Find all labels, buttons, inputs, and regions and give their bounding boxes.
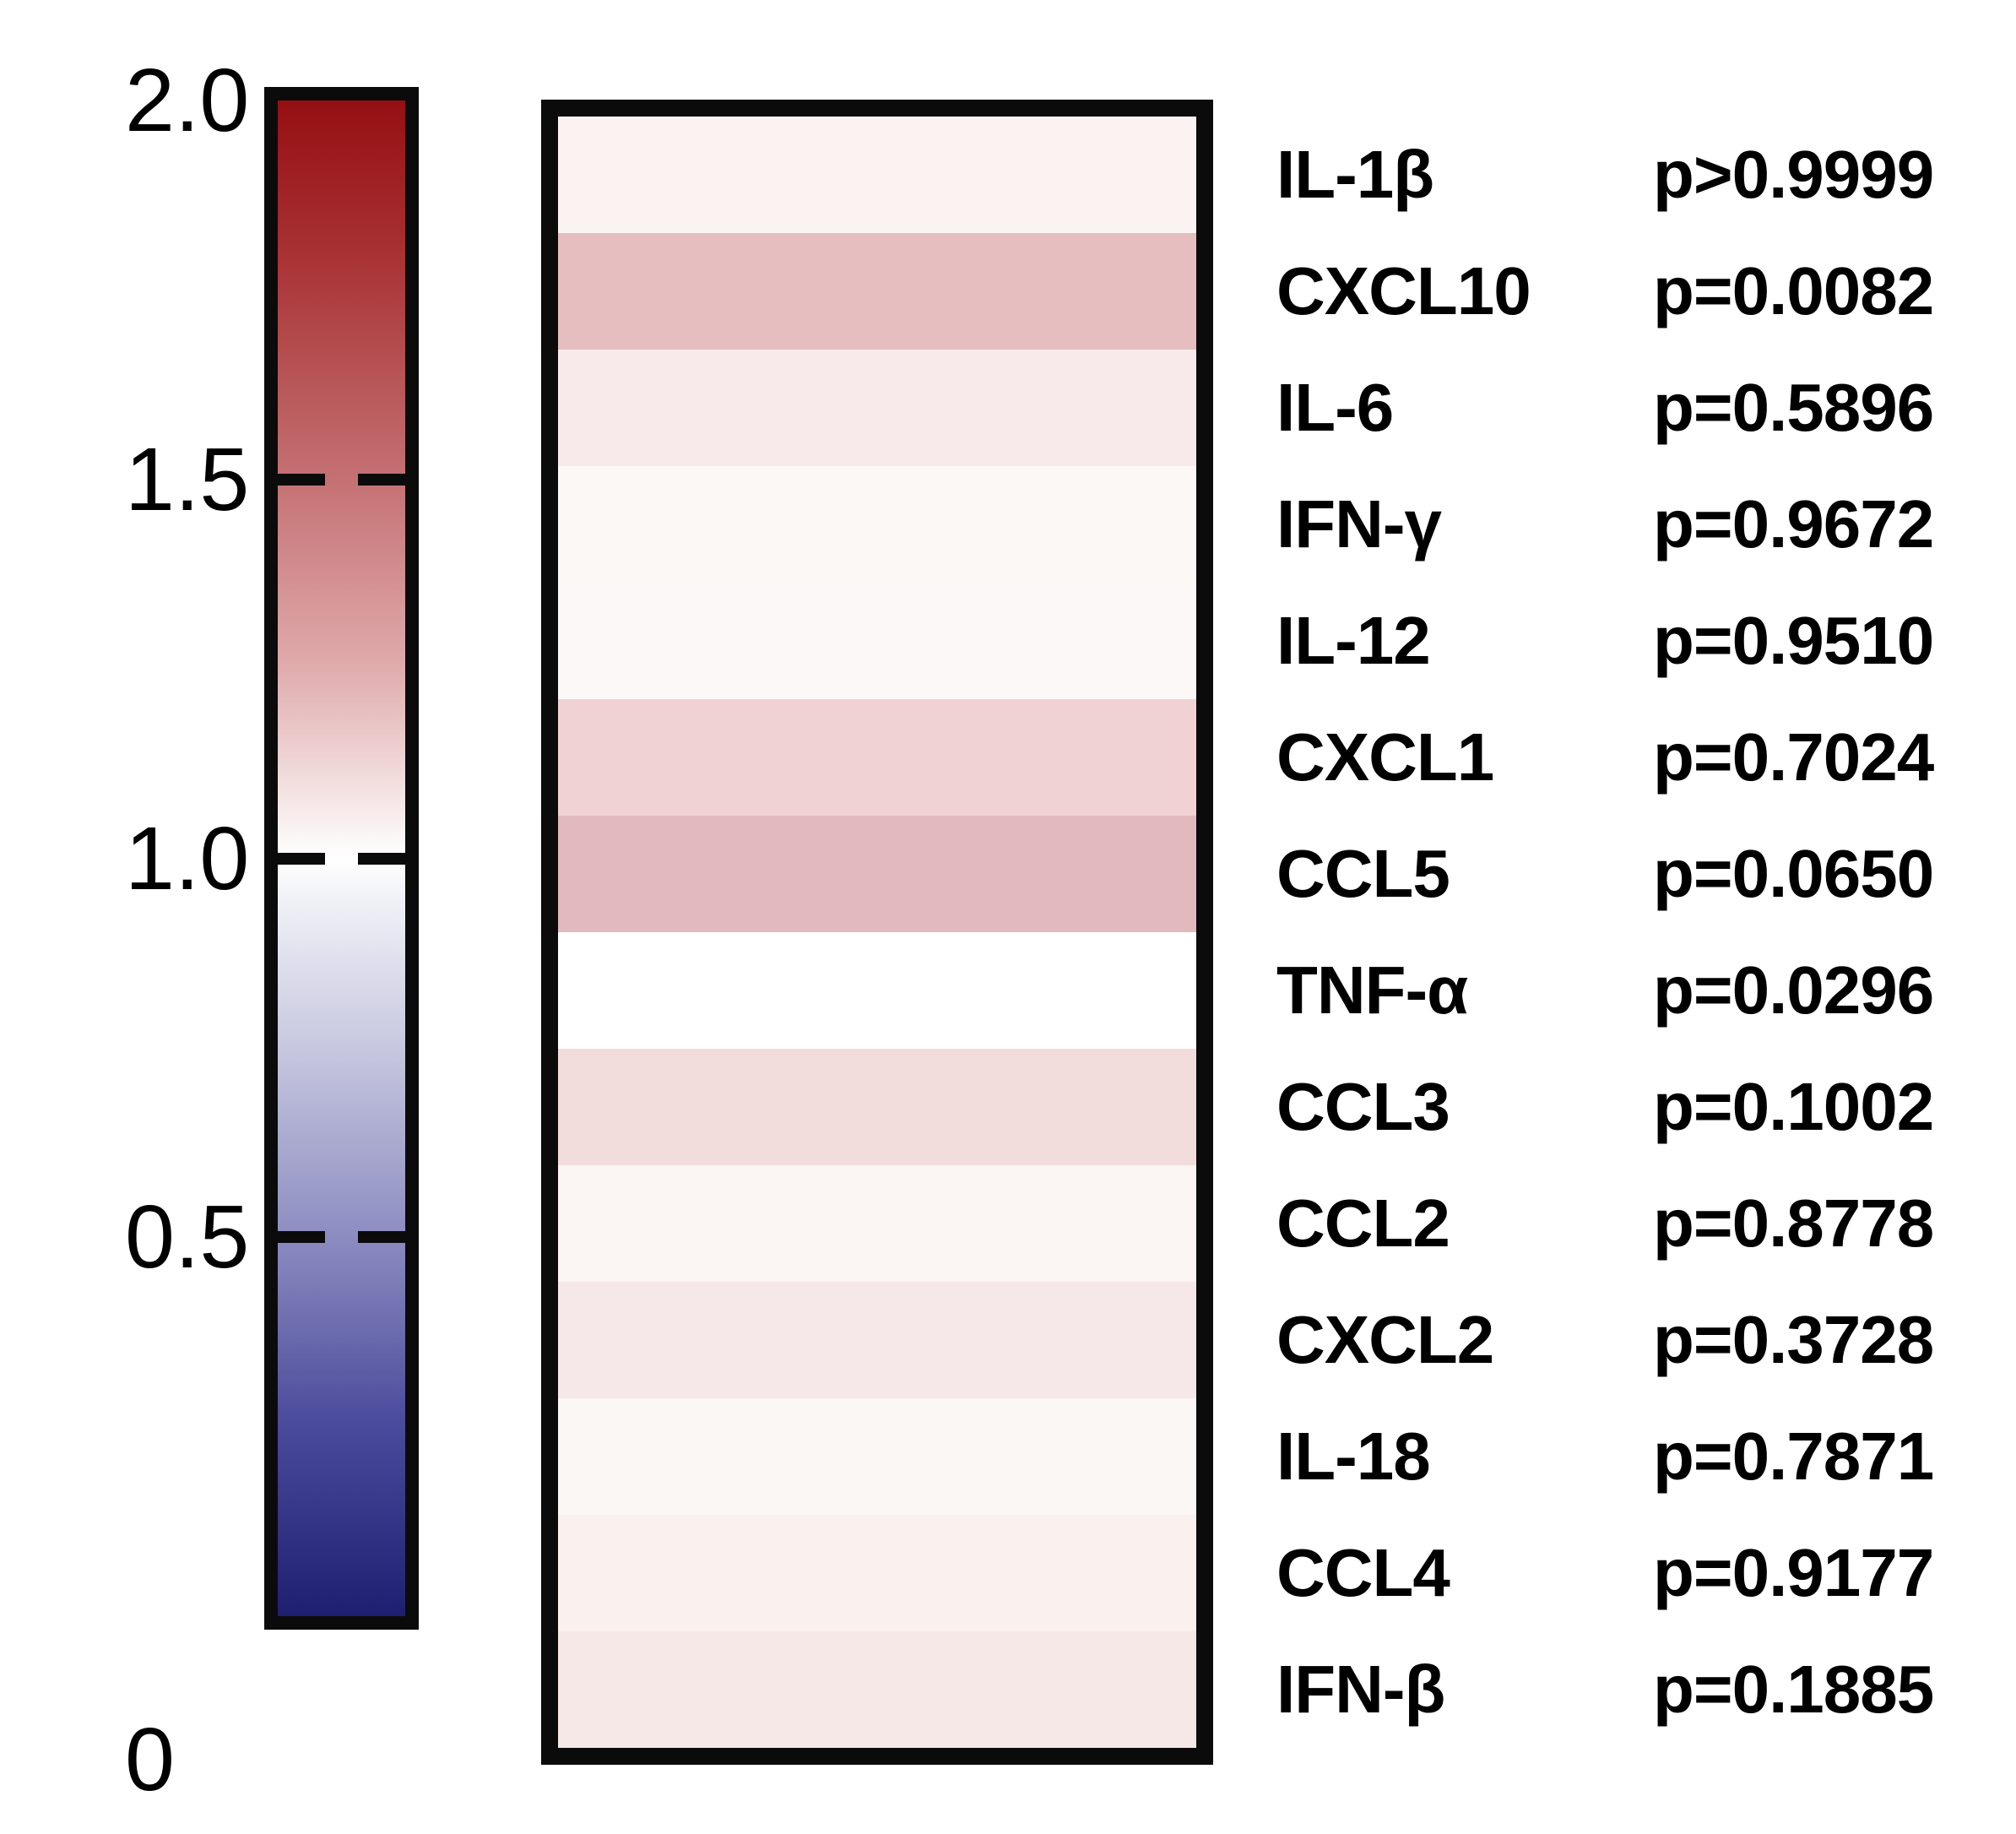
analyte-label: TNF-α: [1276, 952, 1468, 1028]
row-label-group: IL-6 p=0.5896: [1276, 350, 2008, 466]
row-label-group: IFN-γ p=0.9672: [1276, 466, 2008, 583]
heatmap-cell: [558, 1049, 1196, 1165]
heatmap-body: [558, 117, 1196, 1748]
heatmap-cell: [558, 1282, 1196, 1398]
heatmap-cell: [558, 1398, 1196, 1515]
p-value-label: p>0.9999: [1653, 137, 1934, 212]
heatmap-cell: [558, 583, 1196, 699]
row-label-group: CXCL10 p=0.0082: [1276, 233, 2008, 350]
row-label-group: TNF-α p=0.0296: [1276, 932, 2008, 1049]
row-label-group: CCL4 p=0.9177: [1276, 1515, 2008, 1631]
colorbar-tick-mark: [278, 1231, 325, 1244]
heatmap-cell: [558, 699, 1196, 816]
analyte-label: CXCL10: [1276, 253, 1531, 328]
p-value-label: p=0.3728: [1653, 1302, 1934, 1377]
colorbar-tick-mark: [358, 1231, 405, 1244]
colorbar-axis: 2.0 1.5 1.0 0.5 0: [0, 0, 270, 1834]
p-value-label: p=0.7024: [1653, 719, 1934, 795]
colorbar-tick-label: 1.0: [125, 808, 250, 909]
row-label-group: CCL5 p=0.0650: [1276, 816, 2008, 932]
row-labels: IL-1β p>0.9999 CXCL10 p=0.0082 IL-6 p=0.5896 I…: [1276, 117, 2008, 1748]
colorbar-tick-mark: [358, 473, 405, 486]
heatmap-cell: [558, 1165, 1196, 1282]
heatmap-cell: [558, 350, 1196, 466]
analyte-label: IL-6: [1276, 370, 1394, 445]
analyte-label: CCL4: [1276, 1535, 1450, 1610]
colorbar-tick-mark: [278, 473, 325, 486]
row-label-group: IL-1β p>0.9999: [1276, 117, 2008, 233]
p-value-label: p=0.9672: [1653, 486, 1934, 562]
row-label-group: IL-18 p=0.7871: [1276, 1398, 2008, 1515]
heatmap-matrix: [541, 100, 1213, 1765]
p-value-label: p=0.0082: [1653, 253, 1934, 328]
analyte-label: CCL5: [1276, 836, 1450, 911]
heatmap-cell: [558, 117, 1196, 233]
heatmap-cell: [558, 233, 1196, 350]
colorbar-tick-label: 1.5: [125, 429, 250, 529]
analyte-label: IL-12: [1276, 603, 1431, 678]
p-value-label: p=0.1885: [1653, 1652, 1934, 1727]
colorbar-tick-mark: [358, 852, 405, 865]
row-label-group: IFN-β p=0.1885: [1276, 1631, 2008, 1748]
row-label-group: CCL2 p=0.8778: [1276, 1165, 2008, 1282]
colorbar-tick-label: 0: [125, 1710, 175, 1810]
heatmap-cell: [558, 1515, 1196, 1631]
heatmap-cell: [558, 816, 1196, 932]
p-value-label: p=0.5896: [1653, 370, 1934, 445]
p-value-label: p=0.0650: [1653, 836, 1934, 911]
analyte-label: IL-1β: [1276, 137, 1434, 212]
heatmap-cell: [558, 932, 1196, 1049]
analyte-label: CXCL2: [1276, 1302, 1494, 1377]
p-value-label: p=0.9510: [1653, 603, 1934, 678]
analyte-label: CXCL1: [1276, 719, 1494, 795]
heatmap-cell: [558, 466, 1196, 583]
colorbar-tick-label: 0.5: [125, 1187, 250, 1288]
heatmap-cell: [558, 1631, 1196, 1748]
analyte-label: IFN-γ: [1276, 486, 1442, 562]
analyte-label: CCL3: [1276, 1069, 1450, 1144]
row-label-group: IL-12 p=0.9510: [1276, 583, 2008, 699]
p-value-label: p=0.9177: [1653, 1535, 1934, 1610]
row-label-group: CCL3 p=0.1002: [1276, 1049, 2008, 1165]
colorbar-tick-mark: [278, 852, 325, 865]
colorbar: [264, 87, 419, 1630]
p-value-label: p=0.1002: [1653, 1069, 1934, 1144]
analyte-label: CCL2: [1276, 1186, 1450, 1261]
analyte-label: IL-18: [1276, 1419, 1431, 1494]
p-value-label: p=0.0296: [1653, 952, 1934, 1028]
row-label-group: CXCL1 p=0.7024: [1276, 699, 2008, 816]
p-value-label: p=0.7871: [1653, 1419, 1934, 1494]
analyte-label: IFN-β: [1276, 1652, 1445, 1727]
colorbar-tick-label: 2.0: [125, 51, 250, 150]
row-label-group: CXCL2 p=0.3728: [1276, 1282, 2008, 1398]
p-value-label: p=0.8778: [1653, 1186, 1934, 1261]
